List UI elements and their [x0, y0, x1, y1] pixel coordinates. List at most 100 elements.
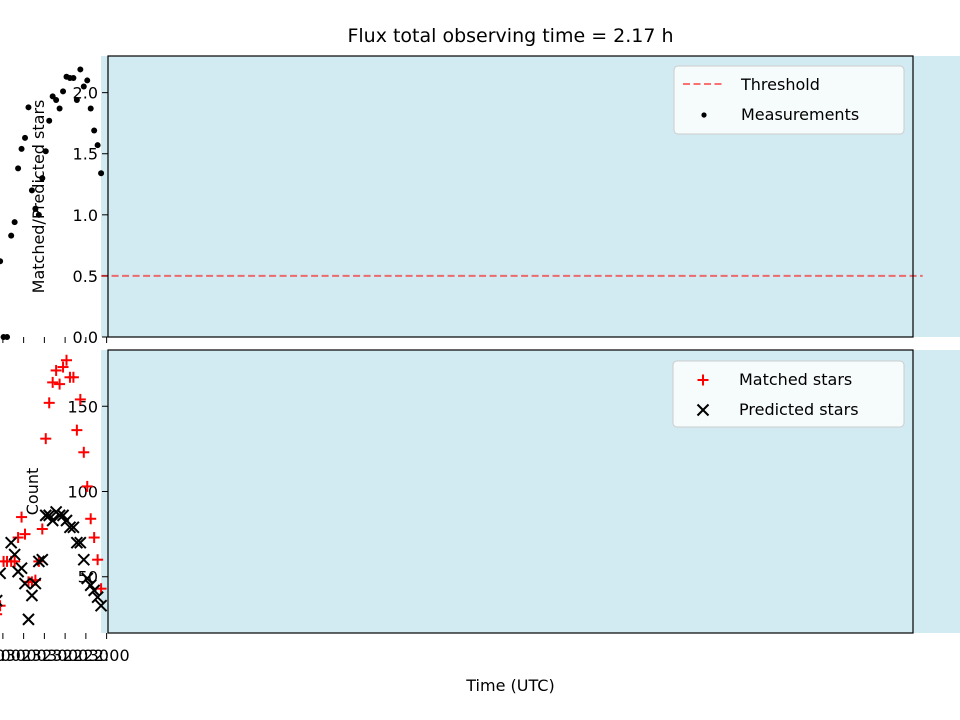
predicted-star-point-b	[60, 514, 73, 527]
predicted-star-point-b	[77, 553, 91, 566]
measurement-point	[98, 170, 105, 177]
predicted-star-point	[4, 536, 18, 549]
top-y-tick-label: 0.0	[73, 328, 98, 347]
bottom-y-tick-label: 150	[67, 397, 98, 416]
x-axis-label: Time (UTC)	[465, 676, 554, 695]
measurement-point	[46, 117, 53, 124]
legend-predicted-marker	[696, 403, 710, 417]
top-panel-frame	[107, 55, 914, 338]
measurement-point	[32, 205, 39, 212]
legend-predicted-label: Predicted stars	[739, 400, 859, 419]
predicted-star-point-b	[67, 521, 80, 534]
predicted-star-point	[32, 555, 46, 568]
predicted-star-point-b	[32, 555, 46, 568]
legend-matched-marker	[697, 374, 709, 386]
predicted-star-point-b	[84, 579, 97, 592]
measurement-point	[73, 96, 80, 103]
x-tick-label: 22:00	[84, 646, 130, 665]
predicted-star-point	[8, 548, 21, 561]
bottom-panel: Count Time (UTC) 50100150 22:0022:3023:0…	[0, 349, 960, 695]
legend-measurements-swatch	[701, 112, 707, 118]
predicted-star-point-b	[87, 584, 101, 597]
x-tick-label: 22:30	[63, 646, 109, 665]
matched-star-point	[64, 371, 76, 383]
predicted-star-point	[77, 553, 91, 566]
matched-star-point	[43, 397, 55, 409]
predicted-star-point	[94, 599, 108, 612]
x-tick-label: 00:30	[0, 646, 26, 665]
top-legend: Threshold Measurements	[673, 65, 905, 135]
predicted-star-point-b	[11, 565, 25, 578]
matched-stars-points	[0, 354, 107, 616]
measurement-point	[49, 93, 56, 100]
predicted-star-point	[0, 594, 3, 607]
predicted-star-point	[29, 577, 42, 590]
predicted-star-point-b	[70, 536, 84, 549]
matched-star-point	[88, 532, 100, 544]
measurement-point	[84, 77, 91, 84]
predicted-star-point	[84, 579, 97, 592]
measurement-point	[18, 145, 25, 152]
matched-star-point	[92, 554, 104, 566]
matched-star-point	[12, 532, 24, 544]
predicted-star-point	[70, 536, 84, 549]
measurement-point	[39, 175, 46, 182]
matched-star-point	[22, 576, 34, 588]
top-y-tick-label: 1.0	[73, 206, 98, 225]
predicted-star-point	[39, 509, 52, 522]
top-y-axis-label: Matched/Predicted stars	[29, 100, 48, 294]
matched-star-point	[78, 446, 90, 458]
predicted-star-point-a	[0, 602, 3, 607]
measurement-point	[91, 127, 98, 134]
legend-matched-label: Matched stars	[739, 370, 852, 389]
measurement-point	[94, 142, 101, 149]
matched-star-point	[61, 354, 73, 366]
predicted-star-point-b	[63, 521, 77, 534]
measurement-point	[25, 104, 32, 111]
matched-star-point	[0, 600, 6, 612]
predicted-star-point-b	[46, 514, 59, 527]
bottom-legend: Matched stars Predicted stars	[672, 360, 905, 428]
predicted-star-point-b	[0, 594, 3, 599]
measurement-point	[11, 219, 18, 226]
measurement-point	[42, 148, 49, 155]
predicted-star-point-b	[39, 509, 52, 522]
top-y-tick-label: 1.5	[73, 145, 98, 164]
predicted-star-point	[11, 565, 25, 578]
matched-star-point	[81, 480, 93, 492]
x-tick-label: 23:00	[42, 646, 88, 665]
measurement-point	[28, 187, 35, 194]
measurement-point	[77, 66, 84, 73]
legend-predicted-marker-b	[696, 403, 710, 417]
measurement-point	[60, 88, 67, 95]
measurement-point	[0, 334, 7, 340]
measurement-point	[35, 211, 42, 218]
predicted-star-point-b	[36, 553, 49, 566]
matched-star-point	[47, 376, 59, 388]
predicted-star-point-b	[43, 509, 56, 522]
measurement-point	[15, 165, 22, 172]
x-tick-label: 01:00	[0, 646, 5, 665]
measurement-points	[0, 66, 105, 340]
x-tick-label: 23:30	[21, 646, 67, 665]
predicted-star-point-b	[29, 577, 42, 590]
predicted-star-point	[22, 613, 35, 626]
bottom-panel-frame	[107, 349, 914, 634]
matched-star-point	[19, 528, 31, 540]
predicted-star-point	[36, 553, 49, 566]
predicted-star-point-b	[8, 548, 21, 561]
bottom-y-tick-label: 100	[67, 483, 98, 502]
measurement-point	[80, 83, 87, 90]
predicted-star-point	[43, 509, 56, 522]
matched-star-point	[71, 424, 83, 436]
matched-star-point	[16, 511, 28, 523]
top-y-ticks: 0.00.51.01.52.0	[73, 84, 108, 347]
x-tick-label: 00:00	[1, 646, 47, 665]
top-legend-box	[673, 65, 905, 135]
predicted-star-point	[56, 509, 70, 522]
predicted-star-point-b	[22, 613, 35, 626]
predicted-star-point-b	[56, 509, 70, 522]
measurement-point	[22, 134, 29, 141]
matched-star-point	[36, 523, 48, 535]
